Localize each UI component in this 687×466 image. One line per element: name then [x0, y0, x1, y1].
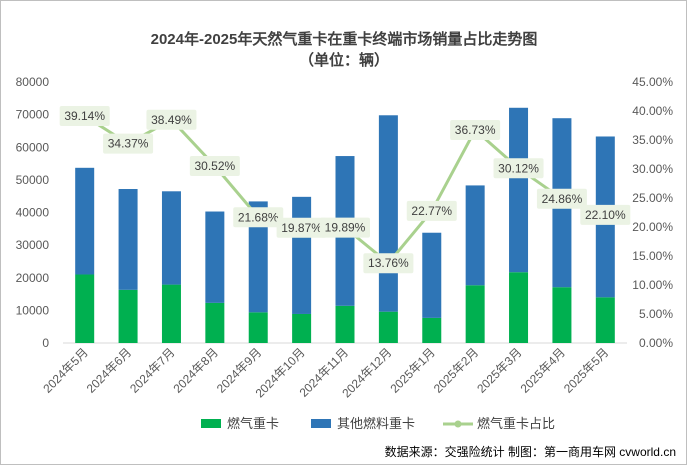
- x-axis-tick-label: 2025年4月: [518, 345, 568, 395]
- bar-gas-truck: [465, 285, 485, 343]
- ratio-data-label: 13.76%: [368, 256, 409, 270]
- x-axis-tick-label: 2025年3月: [474, 345, 524, 395]
- right-axis-tick-label: 10.00%: [632, 278, 673, 292]
- left-axis-tick-label: 40000: [16, 206, 50, 220]
- right-axis-tick-label: 25.00%: [632, 191, 673, 205]
- chart-title: 2024年-2025年天然气重卡在重卡终端市场销量占比走势图: [151, 30, 538, 48]
- ratio-label-box: [450, 119, 501, 140]
- bar-other-fuel-truck: [509, 107, 529, 273]
- ratio-label-box: [103, 133, 154, 154]
- ratio-label-box: [233, 207, 284, 228]
- ratio-data-label: 24.86%: [542, 192, 583, 206]
- x-axis-tick-label: 2024年5月: [40, 345, 90, 395]
- ratio-label-box: [536, 188, 587, 209]
- left-axis-tick-label: 80000: [16, 75, 50, 89]
- bar-other-fuel-truck: [248, 201, 268, 313]
- ratio-label-box: [189, 155, 240, 176]
- left-axis-tick-label: 30000: [16, 238, 50, 252]
- ratio-data-label: 19.89%: [325, 221, 366, 235]
- ratio-label-box: [493, 158, 544, 179]
- legend-marker-ratio: [454, 420, 462, 428]
- bar-gas-truck: [118, 289, 138, 343]
- legend-label-other: 其他燃料重卡: [337, 416, 415, 431]
- ratio-line-group: 39.14%34.37%38.49% 30.52% 21.68%19.87% 19.8…: [59, 105, 631, 274]
- right-axis-tick-label: 40.00%: [632, 104, 673, 118]
- ratio-data-label: 39.14%: [64, 109, 105, 123]
- bar-gas-truck: [509, 272, 529, 343]
- ratio-data-label: 30.12%: [498, 161, 539, 175]
- bar-gas-truck: [595, 297, 615, 343]
- ratio-data-label: 34.37%: [108, 137, 149, 151]
- bar-gas-truck: [335, 305, 355, 343]
- ratio-data-label: 22.10%: [585, 208, 626, 222]
- bar-gas-truck: [248, 312, 268, 343]
- bar-gas-truck: [205, 302, 225, 343]
- chart-subtitle: （单位：辆）: [299, 51, 389, 69]
- left-axis-tick-label: 60000: [16, 140, 50, 154]
- data-source-note: 数据来源：交强险统计 制图：第一商用车网 cvworld.cn: [385, 444, 676, 459]
- ratio-label-box: [580, 204, 631, 225]
- right-axis-tick-label: 35.00%: [632, 133, 673, 147]
- x-axis-tick-label: 2025年2月: [431, 345, 481, 395]
- ratio-label-box: [406, 200, 457, 221]
- ratio-data-label: 19.87%: [281, 221, 322, 235]
- ratio-label-box: [146, 109, 197, 130]
- ratio-data-label: 38.49%: [151, 113, 192, 127]
- right-axis-tick-label: 15.00%: [632, 249, 673, 263]
- bar-other-fuel-truck: [378, 115, 398, 312]
- x-axis-tick-label: 2024年8月: [170, 345, 220, 395]
- right-axis-tick-label: 5.00%: [639, 307, 673, 321]
- ratio-data-label: 30.52%: [194, 159, 235, 173]
- right-axis-tick-label: 0.00%: [639, 336, 673, 350]
- bar-gas-truck: [292, 313, 312, 343]
- bar-gas-truck: [161, 284, 181, 343]
- ratio-label-box: [59, 105, 110, 126]
- legend-label-ratio: 燃气重卡占比: [477, 416, 555, 431]
- ratio-label-box: [276, 217, 327, 238]
- ratio-label-box: [363, 253, 414, 274]
- right-axis-tick-label: 45.00%: [632, 75, 673, 89]
- right-axis-tick-label: 30.00%: [632, 162, 673, 176]
- legend-label-gas: 燃气重卡: [227, 416, 279, 431]
- bar-other-fuel-truck: [422, 232, 442, 318]
- bar-other-fuel-truck: [161, 191, 181, 285]
- left-axis-tick-label: 0: [42, 336, 49, 350]
- bar-gas-truck: [422, 317, 442, 343]
- bar-other-fuel-truck: [205, 211, 225, 303]
- bar-other-fuel-truck: [292, 196, 312, 314]
- x-axis-labels: 2024年5月2024年6月2024年7月2024年8月2024年9月2024年…: [40, 345, 611, 400]
- bar-gas-truck: [552, 287, 572, 343]
- x-axis-tick-label: 2024年6月: [84, 345, 134, 395]
- left-axis-tick-label: 70000: [16, 108, 50, 122]
- bar-other-fuel-truck: [118, 189, 138, 290]
- bar-other-fuel-truck: [75, 167, 95, 275]
- right-axis: 0.00% 5.00% 10.00% 15.00% 20.00% 25.00% 30.00%…: [632, 75, 673, 350]
- ratio-data-label: 36.73%: [455, 123, 496, 137]
- ratio-label-box: [320, 217, 370, 238]
- bar-other-fuel-truck: [465, 185, 485, 286]
- left-axis: 0 10000 20000 30000 40000 50000 60000 70000 8000…: [16, 75, 50, 350]
- left-axis-tick-label: 10000: [16, 303, 50, 317]
- legend-swatch-other: [311, 419, 331, 428]
- right-axis-tick-label: 20.00%: [632, 220, 673, 234]
- legend-swatch-gas: [201, 419, 221, 428]
- left-axis-tick-label: 50000: [16, 173, 50, 187]
- ratio-data-label: 21.68%: [238, 210, 279, 224]
- x-axis-tick-label: 2024年7月: [127, 345, 177, 395]
- x-axis-tick-label: 2025年5月: [561, 345, 611, 395]
- ratio-data-label: 22.77%: [411, 204, 452, 218]
- x-axis-tick-label: 2025年1月: [387, 345, 437, 395]
- legend: 燃气重卡 其他燃料重卡 燃气重卡占比: [201, 416, 555, 431]
- bar-gas-truck: [75, 274, 95, 343]
- bar-gas-truck: [378, 311, 398, 343]
- left-axis-tick-label: 20000: [16, 271, 50, 285]
